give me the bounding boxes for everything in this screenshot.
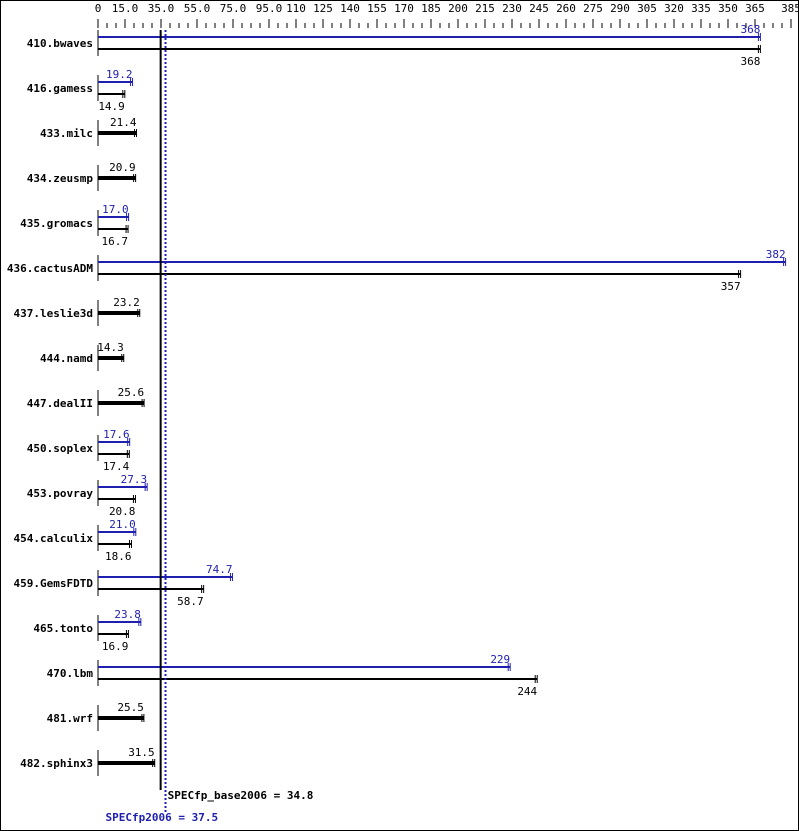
- base-summary-label: SPECfp_base2006 = 34.8: [168, 789, 314, 802]
- tick-label: 75.0: [220, 2, 247, 15]
- base-bar-label: 14.3: [97, 341, 124, 354]
- tick-label: 335: [691, 2, 711, 15]
- tick-label: 230: [502, 2, 522, 15]
- tick-label: 275: [583, 2, 603, 15]
- peak-bar-label: 27.3: [121, 473, 148, 486]
- tick-label: 55.0: [184, 2, 211, 15]
- peak-bar-label: 17.0: [102, 203, 129, 216]
- tick-label: 110: [286, 2, 306, 15]
- tick-label: 320: [664, 2, 684, 15]
- benchmark-label: 481.wrf: [47, 712, 93, 725]
- base-bar-label: 20.8: [109, 505, 136, 518]
- base-bar-label: 23.2: [113, 296, 140, 309]
- base-bar-label: 368: [741, 55, 761, 68]
- base-bar-label: 25.5: [117, 701, 144, 714]
- base-bar-label: 31.5: [128, 746, 155, 759]
- base-bar-label: 16.7: [102, 235, 129, 248]
- benchmark-label: 482.sphinx3: [20, 757, 93, 770]
- base-bar-label: 18.6: [105, 550, 132, 563]
- benchmark-label: 459.GemsFDTD: [14, 577, 94, 590]
- base-bar-label: 244: [517, 685, 537, 698]
- base-bar-label: 58.7: [177, 595, 204, 608]
- tick-label: 385: [781, 2, 799, 15]
- tick-label: 350: [718, 2, 738, 15]
- base-bar-label: 25.6: [118, 386, 145, 399]
- benchmark-label: 435.gromacs: [20, 217, 93, 230]
- benchmark-label: 434.zeusmp: [27, 172, 94, 185]
- peak-bar-label: 74.7: [206, 563, 233, 576]
- peak-bar-label: 229: [490, 653, 510, 666]
- tick-label: 245: [529, 2, 549, 15]
- base-bar-label: 21.4: [110, 116, 137, 129]
- benchmark-label: 450.soplex: [27, 442, 94, 455]
- tick-label: 155: [367, 2, 387, 15]
- benchmark-label: 470.lbm: [47, 667, 94, 680]
- benchmark-label: 436.cactusADM: [7, 262, 93, 275]
- peak-summary-label: SPECfp2006 = 37.5: [106, 811, 219, 824]
- tick-label: 15.0: [112, 2, 139, 15]
- tick-label: 35.0: [148, 2, 175, 15]
- tick-label: 170: [394, 2, 414, 15]
- benchmark-label: 454.calculix: [14, 532, 94, 545]
- peak-bar-label: 19.2: [106, 68, 133, 81]
- tick-label: 365: [745, 2, 765, 15]
- peak-bar-label: 17.6: [103, 428, 130, 441]
- peak-bar-label: 368: [741, 23, 761, 36]
- tick-label: 95.0: [256, 2, 283, 15]
- tick-label: 200: [448, 2, 468, 15]
- benchmark-label: 465.tonto: [33, 622, 93, 635]
- base-bar-label: 16.9: [102, 640, 129, 653]
- tick-label: 125: [313, 2, 333, 15]
- tick-label: 140: [340, 2, 360, 15]
- tick-label: 0: [95, 2, 102, 15]
- benchmark-label: 444.namd: [40, 352, 93, 365]
- tick-label: 215: [475, 2, 495, 15]
- peak-bar-label: 23.8: [114, 608, 141, 621]
- benchmark-label: 437.leslie3d: [14, 307, 93, 320]
- peak-bar-label: 382: [766, 248, 786, 261]
- benchmark-label: 447.dealII: [27, 397, 93, 410]
- base-bar-label: 17.4: [103, 460, 130, 473]
- benchmark-label: 416.gamess: [27, 82, 93, 95]
- benchmark-label: 453.povray: [27, 487, 94, 500]
- base-bar-label: 20.9: [109, 161, 136, 174]
- tick-label: 185: [421, 2, 441, 15]
- benchmark-label: 410.bwaves: [27, 37, 93, 50]
- peak-bar-label: 21.0: [109, 518, 136, 531]
- base-bar-label: 14.9: [98, 100, 125, 113]
- tick-label: 260: [556, 2, 576, 15]
- tick-label: 305: [637, 2, 657, 15]
- benchmark-label: 433.milc: [40, 127, 93, 140]
- tick-label: 290: [610, 2, 630, 15]
- base-bar-label: 357: [721, 280, 741, 293]
